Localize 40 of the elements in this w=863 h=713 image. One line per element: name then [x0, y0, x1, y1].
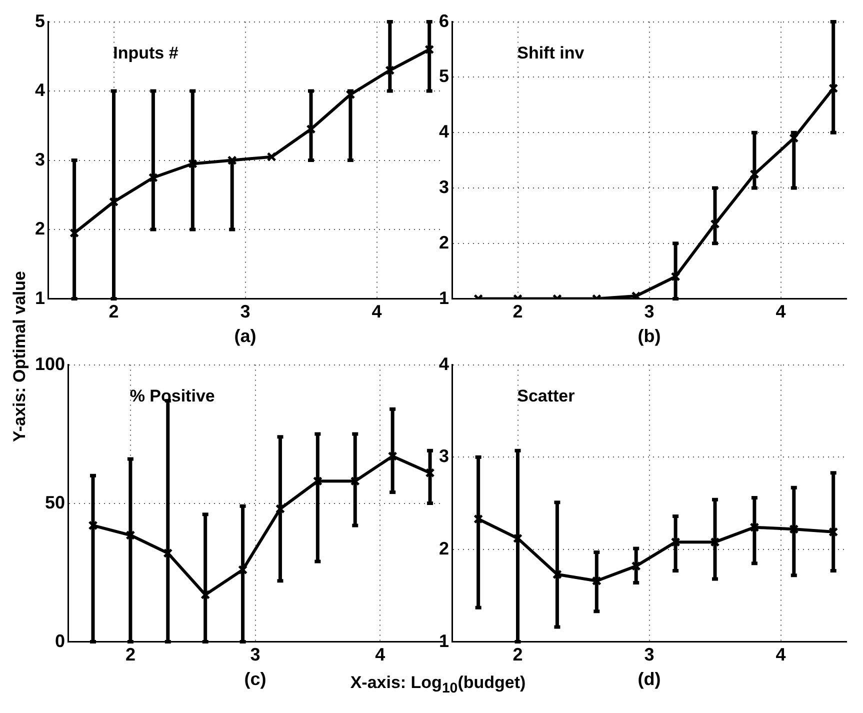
y-tick-label: 3	[438, 446, 450, 466]
x-tick-label: 3	[644, 302, 654, 322]
text: Scatter	[517, 386, 576, 406]
y-tick-label: 3	[438, 176, 450, 197]
y-tick-label: 100	[34, 354, 66, 374]
x-axis-title: (a)	[234, 326, 256, 346]
text: Inputs #	[113, 43, 179, 62]
x-tick-label: 4	[375, 644, 386, 665]
x-axis-title: (c)	[244, 669, 266, 690]
x-tick-label: 3	[250, 644, 260, 665]
text: Y-axis: Optimal value	[10, 270, 30, 442]
y-tick-label: 3	[34, 149, 46, 170]
text: X-axis: Log$_{10}$(budget)	[350, 673, 526, 696]
y-tick-label: 2	[438, 232, 450, 252]
y-tick-label: 1	[438, 288, 450, 308]
y-tick-label: 50	[45, 492, 66, 512]
y-tick-label: 1	[34, 288, 46, 308]
x-tick-label: 4	[372, 302, 382, 322]
y-tick-label: 0	[55, 630, 66, 651]
x-axis-title: (d)	[638, 669, 661, 690]
x-tick-label: 3	[644, 644, 654, 665]
x-tick-label: 2	[108, 302, 119, 322]
y-tick-label: 1	[438, 630, 450, 651]
y-tick-label: 6	[438, 10, 450, 31]
text: Shift inv	[517, 43, 585, 62]
x-tick-label: 2	[125, 644, 136, 665]
x-tick-label: 4	[776, 644, 786, 665]
y-tick-label: 2	[438, 538, 450, 558]
y-tick-label: 4	[34, 80, 46, 100]
y-tick-label: 5	[438, 66, 450, 86]
y-tick-label: 4	[438, 354, 450, 374]
y-tick-label: 5	[34, 10, 46, 31]
x-tick-label: 2	[512, 302, 523, 322]
text: % Positive	[130, 386, 215, 406]
x-axis-title: (b)	[638, 326, 661, 346]
x-tick-label: 3	[240, 302, 250, 322]
x-tick-label: 2	[512, 644, 523, 665]
y-tick-label: 2	[34, 218, 46, 239]
x-tick-label: 4	[776, 302, 786, 322]
y-tick-label: 4	[438, 122, 450, 142]
